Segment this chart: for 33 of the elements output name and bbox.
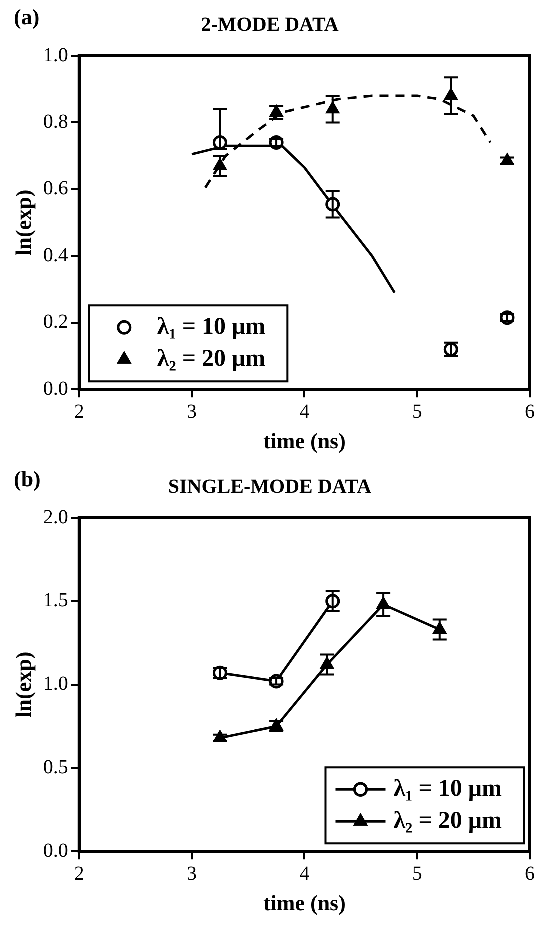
y-tick-label: 0.0	[43, 840, 68, 862]
legend-label: λ₁ = 10 μm	[157, 314, 266, 340]
x-tick-label: 3	[187, 862, 198, 885]
y-tick-label: 0.2	[43, 311, 68, 334]
y-tick-label: 1.0	[43, 44, 68, 66]
x-axis-title: time (ns)	[263, 428, 346, 454]
x-tick-label: 3	[187, 400, 198, 423]
x-tick-label: 4	[300, 400, 310, 423]
y-tick-label: 2.0	[43, 506, 68, 528]
chart-title: SINGLE-MODE DATA	[168, 476, 372, 498]
text: (b)	[14, 466, 41, 492]
legend-label: λ₁ = 10 μm	[394, 776, 502, 802]
y-tick-label: 0.5	[43, 756, 68, 778]
x-tick-label: 2	[74, 862, 84, 885]
y-tick-label: 0.0	[43, 378, 68, 400]
y-tick-label: 1.0	[43, 673, 68, 696]
x-tick-label: 5	[412, 400, 422, 423]
x-tick-label: 6	[525, 862, 535, 885]
y-tick-label: 0.6	[43, 178, 68, 200]
legend-label: λ₂ = 20 μm	[394, 808, 502, 834]
x-axis-title: time (ns)	[263, 890, 346, 916]
y-axis-title: ln(exp)	[10, 652, 36, 718]
y-axis-title: ln(exp)	[10, 190, 36, 256]
legend-label: λ₂ = 20 μm	[157, 346, 266, 372]
x-tick-label: 2	[74, 400, 84, 423]
y-tick-label: 1.5	[43, 590, 68, 612]
y-tick-label: 0.8	[43, 110, 68, 133]
y-tick-label: 0.4	[43, 244, 68, 266]
x-tick-label: 5	[412, 862, 422, 885]
x-tick-label: 4	[300, 862, 310, 885]
x-tick-label: 6	[525, 400, 535, 423]
chart-title: 2-MODE DATA	[201, 14, 340, 36]
text: (a)	[14, 4, 40, 30]
